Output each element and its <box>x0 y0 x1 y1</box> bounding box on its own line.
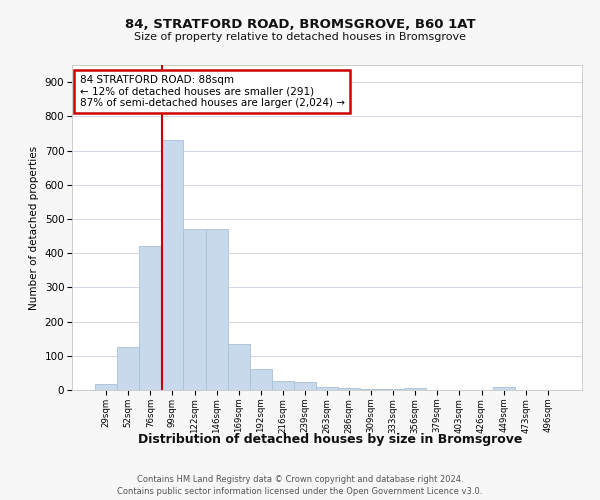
Bar <box>206 229 227 390</box>
Bar <box>338 388 360 390</box>
Bar <box>493 388 515 390</box>
Bar <box>95 384 117 390</box>
Text: Size of property relative to detached houses in Bromsgrove: Size of property relative to detached ho… <box>134 32 466 42</box>
Bar <box>272 382 294 390</box>
Bar <box>117 347 139 390</box>
Text: 84 STRATFORD ROAD: 88sqm
← 12% of detached houses are smaller (291)
87% of semi-: 84 STRATFORD ROAD: 88sqm ← 12% of detach… <box>80 74 344 108</box>
Text: Distribution of detached houses by size in Bromsgrove: Distribution of detached houses by size … <box>138 432 522 446</box>
Bar <box>250 370 272 390</box>
Bar <box>316 386 338 390</box>
Bar <box>227 344 250 390</box>
Y-axis label: Number of detached properties: Number of detached properties <box>29 146 39 310</box>
Bar <box>161 140 184 390</box>
Text: Contains HM Land Registry data © Crown copyright and database right 2024.: Contains HM Land Registry data © Crown c… <box>137 475 463 484</box>
Bar <box>184 229 206 390</box>
Text: 84, STRATFORD ROAD, BROMSGROVE, B60 1AT: 84, STRATFORD ROAD, BROMSGROVE, B60 1AT <box>125 18 475 30</box>
Text: Contains public sector information licensed under the Open Government Licence v3: Contains public sector information licen… <box>118 488 482 496</box>
Bar <box>404 388 427 390</box>
Bar <box>294 382 316 390</box>
Bar <box>360 388 382 390</box>
Bar <box>139 246 161 390</box>
